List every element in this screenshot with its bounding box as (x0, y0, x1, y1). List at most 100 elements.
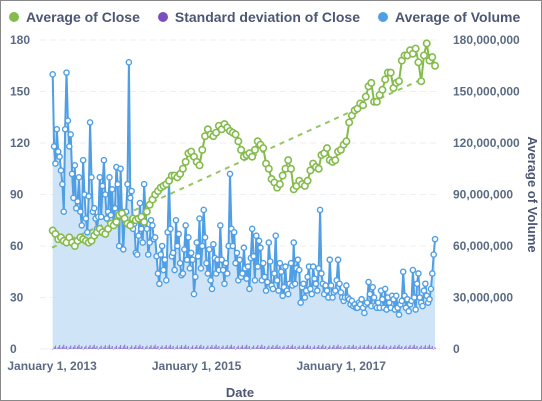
std-bar (141, 348, 142, 349)
volume-point (146, 252, 151, 257)
volume-point (60, 182, 65, 187)
std-bar (272, 345, 273, 349)
std-bar (401, 346, 402, 349)
volume-point (183, 223, 188, 228)
std-bar (243, 348, 244, 349)
std-bar (107, 346, 108, 349)
std-bar (252, 347, 253, 349)
volume-point (241, 245, 246, 250)
volume-point (58, 168, 63, 173)
std-bar (313, 347, 314, 349)
volume-point (311, 264, 316, 269)
volume-point (251, 254, 256, 259)
volume-point (57, 154, 62, 159)
std-bar (405, 346, 406, 349)
std-bar (77, 346, 78, 349)
close-point (277, 181, 283, 187)
y-right-tick-label: 60,000,000 (453, 239, 513, 253)
std-bar (389, 347, 390, 349)
std-bar (53, 347, 54, 349)
std-bar (426, 348, 427, 349)
volume-point (256, 238, 261, 243)
std-bar (135, 345, 136, 349)
std-bar (55, 346, 56, 349)
close-point (415, 59, 421, 65)
volume-point (186, 235, 191, 240)
std-bar (177, 346, 178, 349)
y-left-tick-label: 0 (10, 342, 17, 356)
volume-point (262, 274, 267, 279)
y-right-tick-label: 180,000,000 (453, 33, 520, 47)
volume-point (205, 271, 210, 276)
std-bar (94, 345, 95, 349)
std-bar (283, 346, 284, 349)
std-bar (144, 349, 145, 350)
std-bar (235, 349, 236, 350)
volume-point (81, 158, 86, 163)
std-bar (103, 347, 104, 349)
volume-point (198, 266, 203, 271)
std-bar (142, 346, 143, 349)
std-bar (332, 347, 333, 349)
close-point (238, 147, 244, 153)
volume-point (315, 288, 320, 293)
volume-point (371, 295, 376, 300)
volume-point (230, 243, 235, 248)
std-bar (166, 345, 167, 349)
std-bar (378, 347, 379, 349)
std-bar (96, 346, 97, 349)
std-bar (416, 346, 417, 349)
std-bar (408, 347, 409, 349)
volume-point (244, 276, 249, 281)
std-bar (300, 349, 301, 350)
close-point (421, 52, 427, 58)
std-bar (270, 349, 271, 350)
std-bar (60, 348, 61, 349)
volume-point (63, 127, 68, 132)
std-bar (288, 345, 289, 349)
volume-point (148, 218, 153, 223)
volume-point (78, 209, 83, 214)
std-bar (344, 346, 345, 349)
std-bar (254, 349, 255, 350)
volume-point (396, 312, 401, 317)
volume-point (190, 257, 195, 262)
volume-point (225, 271, 230, 276)
std-bar (339, 348, 340, 349)
std-bar (278, 348, 279, 349)
std-bar (62, 346, 63, 349)
std-bar (224, 349, 225, 350)
std-bar (239, 349, 240, 350)
volume-point (227, 171, 232, 176)
std-bar (410, 345, 411, 349)
std-bar (199, 346, 200, 349)
std-bar (432, 346, 433, 349)
std-bar (414, 345, 415, 349)
std-bar (350, 348, 351, 349)
std-bar (146, 346, 147, 349)
std-bar (106, 348, 107, 349)
close-point (360, 102, 366, 108)
volume-point (413, 307, 418, 312)
volume-point (211, 242, 216, 247)
std-bar (131, 346, 132, 349)
volume-point (54, 127, 59, 132)
volume-point (329, 283, 334, 288)
close-point (396, 78, 402, 84)
close-point (196, 162, 202, 168)
volume-point (323, 283, 328, 288)
volume-point (128, 195, 133, 200)
volume-point (359, 297, 364, 302)
volume-point (423, 281, 428, 286)
std-bar (349, 345, 350, 349)
std-bar (178, 349, 179, 350)
volume-point (51, 144, 56, 149)
volume-point (261, 261, 266, 266)
std-bar (275, 346, 276, 349)
close-point (412, 45, 418, 51)
std-bar (299, 346, 300, 349)
volume-point (247, 286, 252, 291)
close-point (180, 166, 186, 172)
volume-point (180, 271, 185, 276)
std-bar (128, 349, 129, 350)
